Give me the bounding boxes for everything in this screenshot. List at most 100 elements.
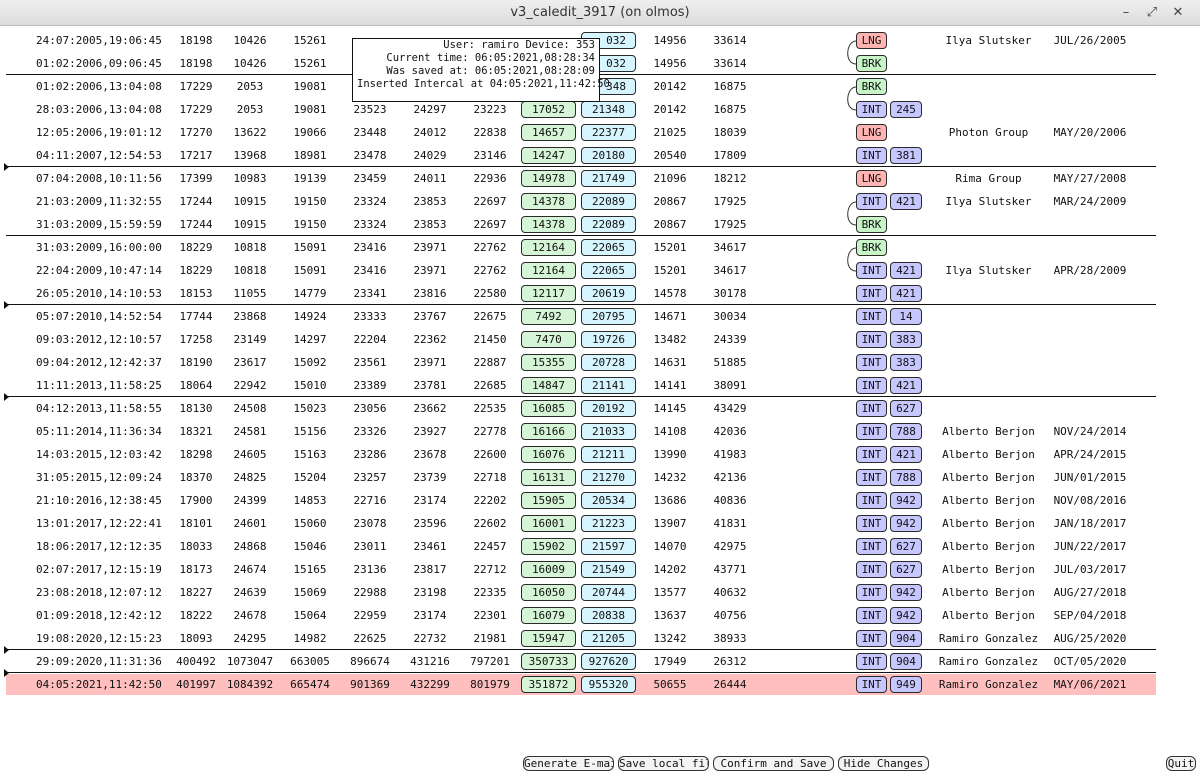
- event-tag-int[interactable]: INT: [856, 354, 887, 371]
- value-box-cyan[interactable]: 21597: [581, 538, 636, 555]
- value-box-green[interactable]: 14247: [521, 147, 576, 164]
- device-badge[interactable]: 904: [890, 630, 922, 647]
- table-row[interactable]: 31:03:2009,15:59:59 17244 10915 19150 23324 2…: [0, 213, 1200, 236]
- device-badge[interactable]: 942: [890, 515, 922, 532]
- table-row[interactable]: 31:05:2015,12:09:24 18370 24825 15204 23257 2…: [0, 466, 1200, 489]
- value-box-cyan[interactable]: 21749: [581, 170, 636, 187]
- table-row[interactable]: 04:05:2021,11:42:50 401997 1084392 665474 90…: [0, 673, 1200, 696]
- device-badge[interactable]: 942: [890, 492, 922, 509]
- table-row[interactable]: 21:10:2016,12:38:45 17900 24399 14853 22716 2…: [0, 489, 1200, 512]
- value-box-green[interactable]: 16085: [521, 400, 576, 417]
- event-tag-int[interactable]: INT: [856, 377, 887, 394]
- event-tag-int[interactable]: INT: [856, 515, 887, 532]
- value-box-cyan[interactable]: 955320: [581, 676, 636, 693]
- device-badge[interactable]: 245: [890, 101, 922, 118]
- event-tag-brk[interactable]: BRK: [856, 55, 887, 72]
- table-row[interactable]: 11:11:2013,11:58:25 18064 22942 15010 23389 2…: [0, 374, 1200, 397]
- value-box-cyan[interactable]: 21211: [581, 446, 636, 463]
- device-badge[interactable]: 383: [890, 331, 922, 348]
- table-row[interactable]: 04:12:2013,11:58:55 18130 24508 15023 23056 2…: [0, 397, 1200, 420]
- value-box-cyan[interactable]: 21348: [581, 101, 636, 118]
- value-box-green[interactable]: 14978: [521, 170, 576, 187]
- value-box-cyan[interactable]: 21270: [581, 469, 636, 486]
- value-box-cyan[interactable]: 22377: [581, 124, 636, 141]
- value-box-cyan[interactable]: 20728: [581, 354, 636, 371]
- table-row[interactable]: 01:02:2006,13:04:08 17229 2053 19081 20142 16…: [0, 75, 1200, 98]
- table-row[interactable]: 09:04:2012,12:42:37 18190 23617 15092 23561 2…: [0, 351, 1200, 374]
- event-tag-int[interactable]: INT: [856, 676, 887, 693]
- table-row[interactable]: 18:06:2017,12:12:35 18033 24868 15046 23011 2…: [0, 535, 1200, 558]
- table-row[interactable]: 24:07:2005,19:06:45 18198 10426 15261 14956 3…: [0, 29, 1200, 52]
- value-box-green[interactable]: 14378: [521, 216, 576, 233]
- value-box-cyan[interactable]: 20744: [581, 584, 636, 601]
- value-box-green[interactable]: 16076: [521, 446, 576, 463]
- event-tag-int[interactable]: INT: [856, 400, 887, 417]
- event-tag-int[interactable]: INT: [856, 584, 887, 601]
- restore-icon[interactable]: ⤢: [1146, 5, 1158, 20]
- device-badge[interactable]: 421: [890, 262, 922, 279]
- event-tag-int[interactable]: INT: [856, 285, 887, 302]
- confirm-and-save-button[interactable]: Confirm and Save: [713, 756, 834, 771]
- table-row[interactable]: 09:03:2012,12:10:57 17258 23149 14297 22204 2…: [0, 328, 1200, 351]
- event-tag-int[interactable]: INT: [856, 607, 887, 624]
- table-row[interactable]: 02:07:2017,12:15:19 18173 24674 15165 23136 2…: [0, 558, 1200, 581]
- value-box-cyan[interactable]: 22089: [581, 193, 636, 210]
- value-box-green[interactable]: 12164: [521, 239, 576, 256]
- table-row[interactable]: 04:11:2007,12:54:53 17217 13968 18981 23478 2…: [0, 144, 1200, 167]
- value-box-green[interactable]: 16009: [521, 561, 576, 578]
- device-badge[interactable]: 904: [890, 653, 922, 670]
- device-badge[interactable]: 381: [890, 147, 922, 164]
- table-row[interactable]: 13:01:2017,12:22:41 18101 24601 15060 23078 2…: [0, 512, 1200, 535]
- value-box-cyan[interactable]: 20795: [581, 308, 636, 325]
- table-row[interactable]: 05:11:2014,11:36:34 18321 24581 15156 23326 2…: [0, 420, 1200, 443]
- event-tag-int[interactable]: INT: [856, 561, 887, 578]
- value-box-green[interactable]: 16001: [521, 515, 576, 532]
- value-box-cyan[interactable]: 20619: [581, 285, 636, 302]
- device-badge[interactable]: 788: [890, 469, 922, 486]
- value-box-green[interactable]: 16079: [521, 607, 576, 624]
- save-local-file-button[interactable]: Save local file: [618, 756, 709, 771]
- event-tag-int[interactable]: INT: [856, 262, 887, 279]
- value-box-cyan[interactable]: 22089: [581, 216, 636, 233]
- device-badge[interactable]: 627: [890, 561, 922, 578]
- value-box-green[interactable]: 15902: [521, 538, 576, 555]
- event-tag-int[interactable]: INT: [856, 469, 887, 486]
- value-box-green[interactable]: 14657: [521, 124, 576, 141]
- table-row[interactable]: 12:05:2006,19:01:12 17270 13622 19066 23448 2…: [0, 121, 1200, 144]
- minimize-icon[interactable]: –: [1122, 5, 1130, 20]
- value-box-cyan[interactable]: 20534: [581, 492, 636, 509]
- event-tag-int[interactable]: INT: [856, 446, 887, 463]
- table-row[interactable]: 05:07:2010,14:52:54 17744 23868 14924 23333 2…: [0, 305, 1200, 328]
- table-row[interactable]: 23:08:2018,12:07:12 18227 24639 15069 22988 2…: [0, 581, 1200, 604]
- event-tag-int[interactable]: INT: [856, 492, 887, 509]
- value-box-cyan[interactable]: 20180: [581, 147, 636, 164]
- value-box-green[interactable]: 16131: [521, 469, 576, 486]
- event-tag-lng[interactable]: LNG: [856, 32, 887, 49]
- event-tag-int[interactable]: INT: [856, 653, 887, 670]
- table-row[interactable]: 19:08:2020,12:15:23 18093 24295 14982 22625 2…: [0, 627, 1200, 650]
- event-tag-int[interactable]: INT: [856, 193, 887, 210]
- table-row[interactable]: 26:05:2010,14:10:53 18153 11055 14779 23341 2…: [0, 282, 1200, 305]
- value-box-cyan[interactable]: 21205: [581, 630, 636, 647]
- value-box-cyan[interactable]: 21141: [581, 377, 636, 394]
- close-icon[interactable]: ✕: [1172, 5, 1184, 20]
- table-row[interactable]: 01:02:2006,09:06:45 18198 10426 15261 14956 3…: [0, 52, 1200, 75]
- value-box-green[interactable]: 15947: [521, 630, 576, 647]
- device-badge[interactable]: 627: [890, 538, 922, 555]
- device-badge[interactable]: 788: [890, 423, 922, 440]
- table-row[interactable]: 28:03:2006,13:04:08 17229 2053 19081 23523 24…: [0, 98, 1200, 121]
- value-box-green[interactable]: 16050: [521, 584, 576, 601]
- event-tag-int[interactable]: INT: [856, 423, 887, 440]
- event-tag-brk[interactable]: BRK: [856, 239, 887, 256]
- value-box-cyan[interactable]: 20838: [581, 607, 636, 624]
- generate-email-button[interactable]: Generate E-mail: [523, 756, 614, 771]
- value-box-cyan[interactable]: 22065: [581, 239, 636, 256]
- table-row[interactable]: 31:03:2009,16:00:00 18229 10818 15091 23416 2…: [0, 236, 1200, 259]
- value-box-cyan[interactable]: 20192: [581, 400, 636, 417]
- quit-button[interactable]: Quit: [1166, 756, 1196, 771]
- value-box-green[interactable]: 14847: [521, 377, 576, 394]
- device-badge[interactable]: 949: [890, 676, 922, 693]
- value-box-cyan[interactable]: 21223: [581, 515, 636, 532]
- event-tag-int[interactable]: INT: [856, 101, 887, 118]
- table-row[interactable]: 14:03:2015,12:03:42 18298 24605 15163 23286 2…: [0, 443, 1200, 466]
